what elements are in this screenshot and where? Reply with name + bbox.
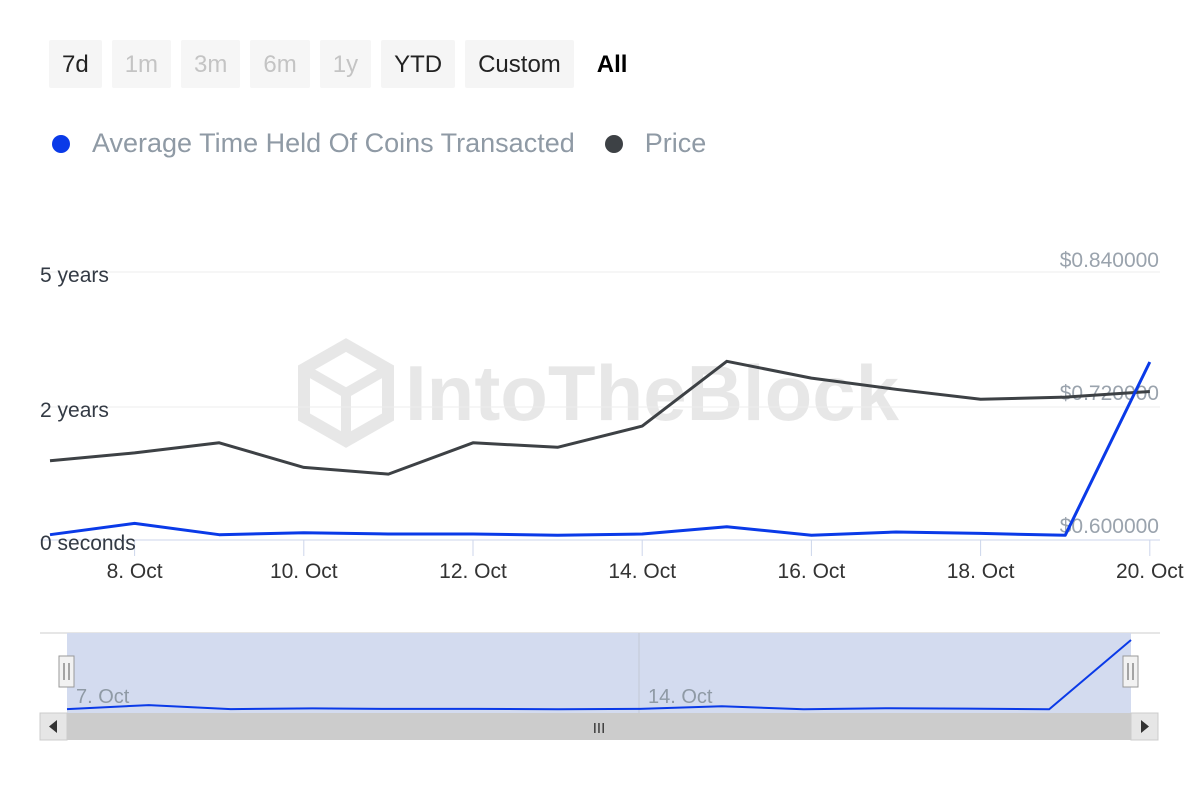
arrow-right-icon [1141,720,1149,733]
legend-item-price[interactable]: Price [604,128,707,159]
x-tick-label: 14. Oct [608,560,676,583]
range-button-1y: 1y [319,40,372,88]
range-selector: 7d 1m 3m 6m 1y YTD Custom All [49,40,650,88]
navigator-selected-range[interactable] [67,633,1131,713]
range-button-6m: 6m [250,40,310,88]
x-tick-label: 16. Oct [778,560,846,583]
range-button-ytd[interactable]: YTD [381,40,456,88]
scrollbar-thumb[interactable] [67,713,1131,740]
legend: Average Time Held Of Coins Transacted Pr… [52,128,736,159]
left-axis-tick-label: 0 seconds [40,532,136,555]
arrow-left-icon [49,720,57,733]
x-tick-label: 20. Oct [1116,560,1184,583]
scrollbar-left-arrow-button[interactable] [39,712,68,741]
range-button-1m: 1m [111,40,172,88]
left-axis-tick-label: 5 years [40,264,109,287]
x-tick-label: 10. Oct [270,560,338,583]
navigator-label: 7. Oct [76,686,130,708]
watermark-logo-icon [298,338,394,448]
series-line-price [49,359,1150,476]
range-button-3m: 3m [181,40,241,88]
watermark: IntoTheBlock [298,338,900,448]
navigator-right-handle[interactable] [1122,655,1139,688]
legend-item-holding-time[interactable]: Average Time Held Of Coins Transacted [52,128,575,159]
navigator-label: 14. Oct [648,686,713,708]
right-axis-tick-label: $0.600000 [1060,515,1159,538]
navigator: 7. Oct 14. Oct III [39,632,1160,741]
right-axis-tick-label: $0.840000 [1060,249,1159,272]
legend-dot-icon [604,134,623,153]
x-tick-label: 12. Oct [439,560,507,583]
navigator-left-handle[interactable] [58,655,75,688]
scrollbar-right-arrow-button[interactable] [1130,712,1159,741]
x-axis: 8. Oct 10. Oct 12. Oct 14. Oct 16. Oct 18. Oc… [107,540,1184,583]
legend-label-price: Price [644,128,707,158]
range-button-7d[interactable]: 7d [49,40,102,88]
scrollbar-grip-icon: III [593,720,606,737]
legend-label-holding-time: Average Time Held Of Coins Transacted [92,128,575,158]
legend-dot-icon [52,134,70,153]
range-button-custom[interactable]: Custom [465,40,574,88]
left-y-axis: 0 seconds 2 years 5 years [40,264,136,555]
series-line-holding-time [49,361,1152,537]
x-tick-label: 18. Oct [947,560,1015,583]
navigator-series-line [66,639,1132,711]
x-tick-label: 8. Oct [107,560,163,583]
left-axis-tick-label: 2 years [40,399,109,422]
watermark-text: IntoTheBlock [405,349,900,437]
range-button-all[interactable]: All [596,51,628,78]
